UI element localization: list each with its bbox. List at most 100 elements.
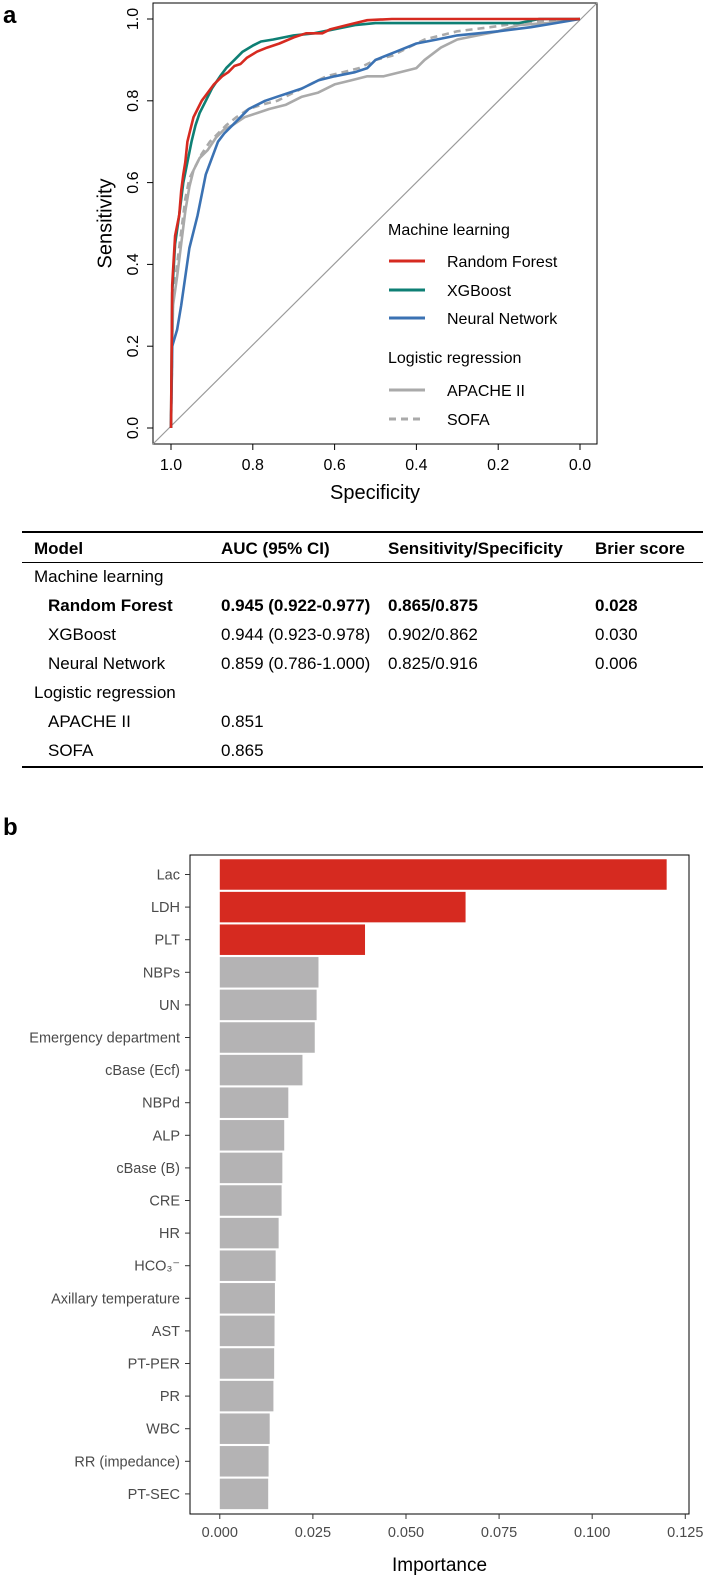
table-cell	[376, 708, 583, 737]
legend-label: XGBoost	[447, 283, 512, 300]
y-tick-label: 0.4	[125, 253, 142, 275]
category-label: PR	[160, 1389, 180, 1405]
table-cell: 0.825/0.916	[388, 654, 478, 673]
importance-bar	[219, 957, 319, 988]
x-tick-label: 0.4	[405, 457, 427, 474]
roc-curve-neural-network	[169, 17, 581, 429]
header-brier: Brier score	[583, 531, 703, 563]
table-cell: SOFA	[22, 737, 209, 768]
importance-bar	[219, 1478, 269, 1510]
table-row: Neural Network 0.859 (0.786-1.000) 0.825/0…	[22, 650, 703, 679]
header-model: Model	[22, 531, 209, 563]
roc-chart: 1.0 0.8 0.6 0.4 0.2 0.0 0.0 0.2 0.4 0.6 0.8 1.0 Spec…	[94, 2, 598, 504]
category-label: Lac	[157, 868, 180, 884]
importance-bar	[219, 1283, 275, 1314]
table-cell: 0.859 (0.786-1.000)	[221, 654, 371, 673]
x-axis-title: Importance	[392, 1555, 487, 1576]
importance-bar	[219, 1087, 289, 1118]
legend-label: Neural Network	[447, 311, 558, 328]
table-cell	[376, 737, 583, 768]
table-cell: 0.865	[209, 737, 376, 768]
x-tick-label: 0.050	[388, 1525, 424, 1541]
importance-bar	[219, 1348, 275, 1379]
category-label: Axillary temperature	[51, 1291, 180, 1307]
model-performance-table: Model AUC (95% CI) Sensitivity/Specifici…	[22, 531, 703, 768]
table-group-label: Machine learning	[34, 567, 164, 586]
table-row: APACHE II 0.851	[22, 708, 703, 737]
y-tick-label: 1.0	[125, 8, 142, 30]
table-group-row: Machine learning	[22, 563, 703, 593]
importance-bar-chart: Lac LDH PLT NBPs UN Emergency department cBase…	[29, 854, 703, 1576]
legend-group-title: Logistic regression	[388, 350, 521, 367]
category-label: UN	[159, 998, 180, 1014]
importance-bar	[219, 1152, 283, 1184]
category-label: CRE	[149, 1194, 180, 1210]
header-sens-spec: Sensitivity/Specificity	[376, 531, 583, 563]
category-label: PT-SEC	[128, 1487, 180, 1503]
plot-frame	[152, 2, 598, 445]
x-tick-label: 0.6	[323, 457, 345, 474]
x-tick-label: 0.075	[481, 1525, 517, 1541]
importance-bar	[219, 1446, 269, 1477]
y-axis-title: Sensitivity	[94, 178, 116, 268]
table-row: Random Forest 0.945 (0.922-0.977) 0.865/0.…	[22, 592, 703, 621]
y-tick-label: 0.6	[125, 171, 142, 193]
y-tick-label: 0.0	[125, 417, 142, 439]
table-cell: Neural Network	[48, 654, 166, 673]
reference-diagonal-line	[152, 2, 598, 445]
importance-bar	[219, 859, 667, 890]
table-group-label: Logistic regression	[34, 683, 176, 702]
x-tick-label: 1.0	[160, 457, 182, 474]
table-cell: 0.944 (0.923-0.978)	[221, 625, 371, 644]
category-label: PLT	[154, 933, 180, 949]
category-label: cBase (Ecf)	[105, 1063, 180, 1079]
category-label: WBC	[146, 1422, 180, 1438]
legend-group-title: Machine learning	[388, 222, 510, 239]
table-cell: Random Forest	[48, 596, 173, 615]
importance-bar	[219, 1054, 303, 1086]
y-tick-label: 0.2	[125, 335, 142, 357]
table-row: SOFA 0.865	[22, 737, 703, 768]
table-row: XGBoost 0.944 (0.923-0.978) 0.902/0.862 0.0…	[22, 621, 703, 650]
legend-label: APACHE II	[447, 383, 525, 400]
x-tick-label: 0.000	[202, 1525, 238, 1541]
table-cell: 0.902/0.862	[388, 625, 478, 644]
x-tick-label: 0.0	[569, 457, 591, 474]
importance-bar	[219, 1413, 270, 1444]
importance-bar	[219, 924, 366, 955]
importance-bar	[219, 1250, 276, 1281]
table-header-row: Model AUC (95% CI) Sensitivity/Specifici…	[22, 531, 703, 563]
category-label: NBPd	[142, 1096, 180, 1112]
category-label: ALP	[153, 1128, 180, 1144]
category-label: cBase (B)	[116, 1161, 180, 1177]
roc-curve-apache-ii	[169, 17, 581, 429]
panel-label-b: b	[3, 814, 18, 841]
panel-label-a: a	[3, 2, 17, 29]
importance-bar	[219, 1022, 315, 1053]
importance-bar	[219, 1380, 274, 1412]
roc-curve-random-forest	[169, 17, 580, 429]
importance-bar	[219, 1120, 285, 1151]
category-label: Emergency department	[29, 1031, 180, 1047]
category-label: HCO₃⁻	[134, 1259, 180, 1275]
table-cell: APACHE II	[48, 712, 131, 731]
table-cell: 0.851	[221, 712, 264, 731]
table-cell: 0.006	[595, 654, 638, 673]
table-cell: 0.030	[595, 625, 638, 644]
table-group-row: Logistic regression	[22, 679, 703, 708]
category-label: HR	[159, 1226, 180, 1242]
importance-bar	[219, 1185, 282, 1216]
x-tick-label: 0.125	[667, 1525, 703, 1541]
legend-label: SOFA	[447, 412, 490, 429]
table-cell: XGBoost	[48, 625, 117, 644]
category-label: NBPs	[143, 965, 180, 981]
roc-curve-xgboost	[169, 17, 580, 429]
category-label: PT-PER	[128, 1357, 180, 1373]
x-tick-label: 0.8	[242, 457, 264, 474]
header-auc: AUC (95% CI)	[209, 531, 376, 563]
roc-curve-sofa	[169, 17, 581, 429]
table-cell	[583, 737, 703, 768]
category-label: AST	[152, 1324, 180, 1340]
legend-label: Random Forest	[447, 254, 558, 271]
category-label: LDH	[151, 900, 180, 916]
